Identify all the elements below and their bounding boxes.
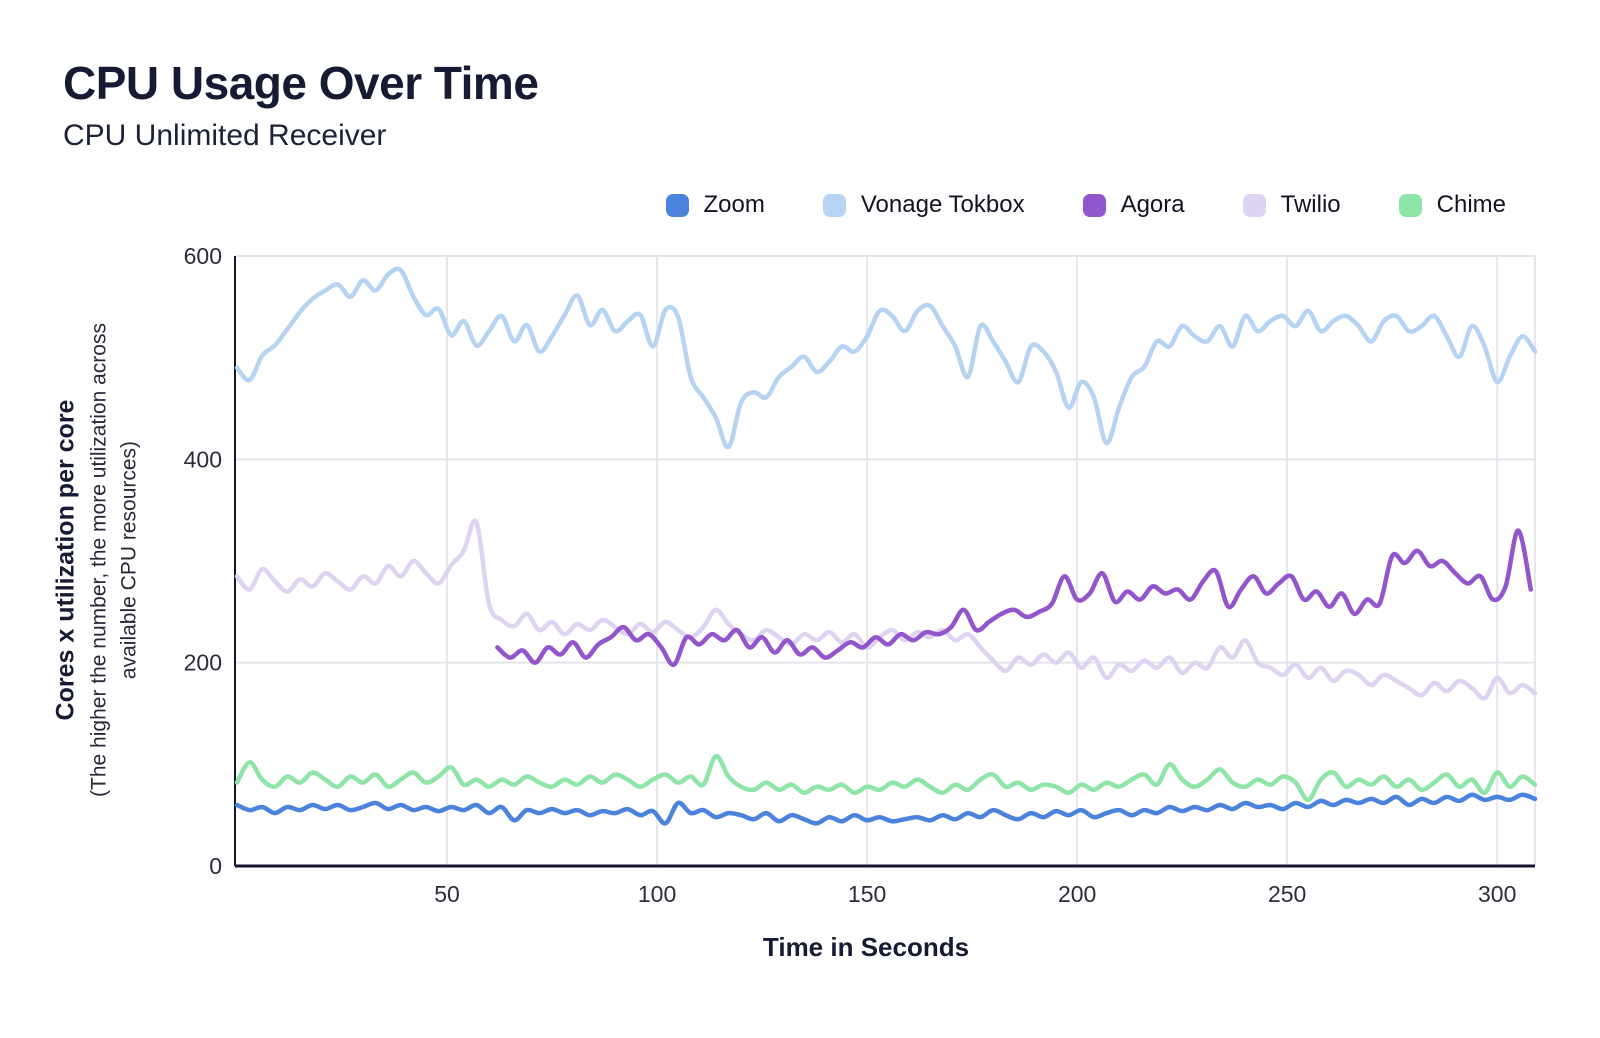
legend-label: Chime: [1436, 191, 1506, 218]
legend-label: Agora: [1120, 191, 1185, 218]
y-tick-label: 200: [184, 650, 222, 676]
legend-item-agora[interactable]: Agora: [1082, 191, 1185, 219]
series-line-chime: [234, 753, 1538, 803]
y-tick-label: 0: [209, 853, 222, 879]
legend-label: Vonage Tokbox: [860, 191, 1025, 218]
legend-label: Zoom: [703, 191, 765, 218]
legend-item-twilio[interactable]: Twilio: [1242, 191, 1341, 219]
x-axis-title: Time in Seconds: [762, 932, 970, 962]
y-axis-note-line1: (The higher the number, the more utiliza…: [87, 323, 111, 797]
y-tick-label: 400: [184, 446, 222, 472]
legend-label: Twilio: [1280, 191, 1341, 218]
y-tick-label: 600: [184, 243, 222, 269]
legend-item-zoom[interactable]: Zoom: [665, 191, 765, 219]
series-line-zoom: [234, 792, 1538, 826]
x-tick-label: 250: [1268, 881, 1306, 907]
x-tick-label: 300: [1478, 881, 1516, 907]
series-line-agora: [495, 528, 1534, 667]
series-line-vonage-tokbox: [234, 266, 1538, 450]
y-axis-title: Cores x utilization per core: [51, 399, 80, 721]
x-tick-label: 150: [848, 881, 886, 907]
legend-swatch: [1082, 193, 1106, 217]
legend-item-vonage-tokbox[interactable]: Vonage Tokbox: [822, 191, 1025, 219]
chart-title: CPU Usage Over Time: [63, 57, 539, 109]
y-axis-note-line2: available CPU resources): [118, 440, 141, 680]
x-tick-label: 200: [1058, 881, 1096, 907]
chart-subtitle: CPU Unlimited Receiver: [63, 119, 387, 152]
legend-swatch: [665, 193, 689, 217]
legend: Zoom Vonage Tokbox Agora Twilio Chime: [665, 191, 1506, 219]
series-line-twilio: [234, 518, 1538, 701]
legend-item-chime[interactable]: Chime: [1398, 191, 1506, 219]
legend-swatch: [822, 193, 846, 217]
x-tick-label: 100: [638, 881, 676, 907]
legend-swatch: [1398, 193, 1422, 217]
y-axis-note: (The higher the number, the more utiliza…: [85, 323, 146, 797]
legend-swatch: [1242, 193, 1266, 217]
x-tick-label: 50: [434, 881, 460, 907]
